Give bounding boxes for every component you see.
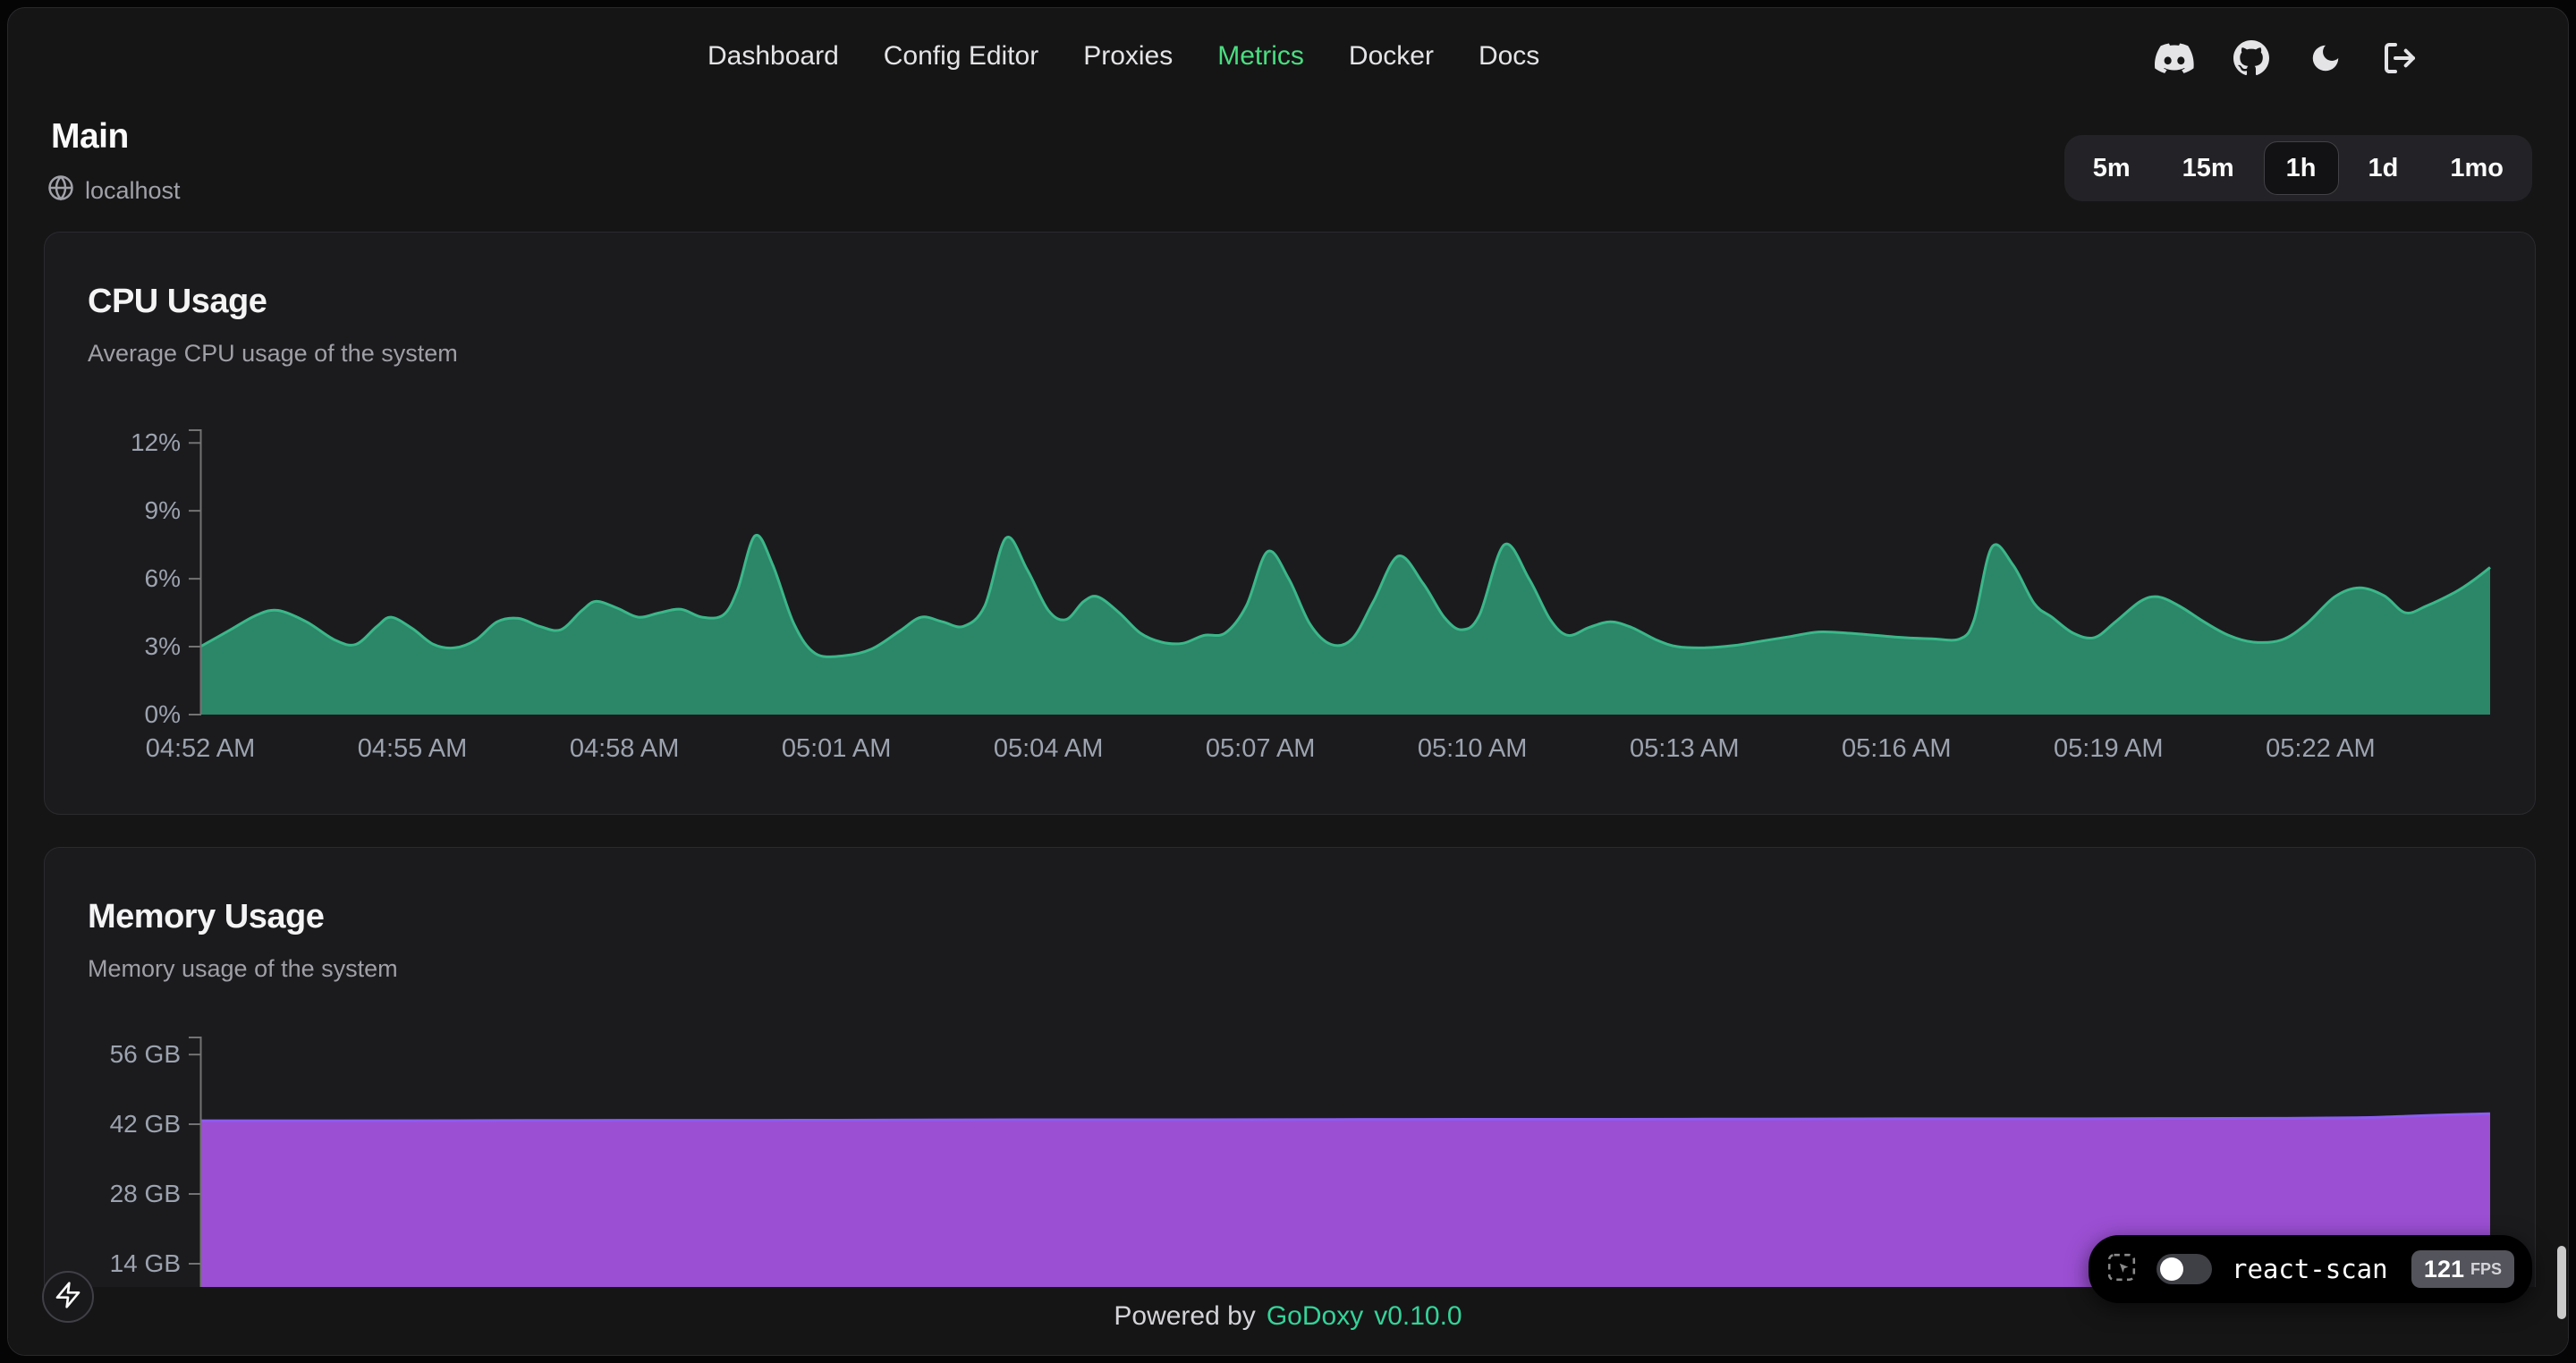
fps-value: 121 (2423, 1255, 2464, 1283)
topbar-icons (2155, 40, 2418, 76)
page-title: Main (51, 117, 129, 156)
cpu-x-axis-label: 05:04 AM (993, 734, 1104, 763)
nav-item-proxies[interactable]: Proxies (1083, 41, 1174, 71)
memory-y-axis-label: 28 GB (109, 1180, 181, 1207)
cpu-y-axis-label: 12% (130, 428, 181, 456)
time-range-15m[interactable]: 15m (2160, 141, 2257, 195)
react-scan-widget: react-scan 121 FPS (2089, 1235, 2532, 1303)
moon-icon[interactable] (2309, 41, 2343, 75)
react-scan-label: react-scan (2232, 1254, 2388, 1284)
zap-icon (54, 1281, 82, 1314)
memory-chart-svg (189, 1037, 2491, 1333)
powered-by-text: Powered by (1114, 1301, 1256, 1331)
time-range-1d[interactable]: 1d (2346, 141, 2421, 195)
nav-item-dashboard[interactable]: Dashboard (708, 41, 839, 71)
cpu-x-axis-label: 05:13 AM (1630, 734, 1740, 763)
cpu-x-axis-label: 05:22 AM (2266, 734, 2376, 763)
memory-usage-chart: 14 GB 28 GB 42 GB 56 GB (110, 1037, 2491, 1333)
memory-y-axis-label: 56 GB (109, 1040, 181, 1068)
time-range-5m[interactable]: 5m (2071, 141, 2153, 195)
host-label: localhost (85, 177, 181, 204)
globe-icon (47, 174, 74, 207)
memory-y-axis-label: 14 GB (109, 1249, 181, 1277)
host-row: localhost (47, 174, 181, 207)
inspect-icon[interactable] (2106, 1252, 2137, 1287)
cpu-y-axis-label: 3% (144, 632, 181, 660)
cpu-x-axis-label: 04:58 AM (569, 734, 680, 763)
cpu-y-axis-label: 9% (144, 496, 181, 524)
logout-icon[interactable] (2382, 40, 2418, 76)
cpu-x-axis-label: 04:55 AM (357, 734, 468, 763)
github-icon[interactable] (2233, 40, 2269, 76)
cpu-chart-subtitle: Average CPU usage of the system (88, 340, 458, 367)
main-nav: Dashboard Config Editor Proxies Metrics Dock… (708, 37, 1539, 76)
app-window: Dashboard Config Editor Proxies Metrics Dock… (7, 7, 2569, 1356)
powered-by: Powered by GoDoxy v0.10.0 (1114, 1301, 1462, 1332)
cpu-usage-chart: 0% 3% 6% 9% 12% 04:52 AM 04:55 AM 04:58 AM 05:01… (131, 428, 2491, 763)
cpu-usage-card: CPU Usage Average CPU usage of the syste… (44, 232, 2536, 815)
cpu-chart-title: CPU Usage (88, 283, 267, 320)
cpu-x-axis-label: 05:01 AM (781, 734, 892, 763)
time-range-1h[interactable]: 1h (2263, 141, 2339, 195)
fps-badge: 121 FPS (2411, 1250, 2514, 1288)
cpu-chart-svg (189, 429, 2491, 715)
cpu-y-axis-label: 6% (144, 564, 181, 592)
memory-chart-title: Memory Usage (88, 898, 325, 935)
cpu-y-axis-label: 0% (144, 700, 181, 728)
nav-item-docs[interactable]: Docs (1478, 41, 1540, 71)
toggle-knob (2160, 1257, 2183, 1281)
discord-icon[interactable] (2155, 43, 2194, 73)
memory-y-axis-label: 42 GB (109, 1110, 181, 1138)
cpu-x-axis-label: 05:19 AM (2054, 734, 2164, 763)
scrollbar-thumb[interactable] (2557, 1246, 2566, 1319)
quick-actions-button[interactable] (42, 1271, 94, 1323)
brand-link[interactable]: GoDoxy (1266, 1301, 1364, 1331)
nav-item-metrics[interactable]: Metrics (1217, 41, 1304, 71)
cpu-x-axis-label: 04:52 AM (145, 734, 256, 763)
time-range-1mo[interactable]: 1mo (2428, 141, 2526, 195)
cpu-x-axis-label: 05:16 AM (1842, 734, 1952, 763)
cpu-x-axis-label: 05:10 AM (1417, 734, 1528, 763)
version-label: v0.10.0 (1374, 1301, 1462, 1331)
time-range-selector: 5m 15m 1h 1d 1mo (2063, 135, 2532, 201)
nav-item-config-editor[interactable]: Config Editor (883, 41, 1039, 71)
cpu-x-axis-label: 05:07 AM (1205, 734, 1316, 763)
memory-chart-subtitle: Memory usage of the system (88, 955, 398, 982)
react-scan-toggle[interactable] (2157, 1254, 2212, 1284)
fps-unit: FPS (2470, 1259, 2502, 1278)
nav-item-docker[interactable]: Docker (1348, 41, 1434, 71)
